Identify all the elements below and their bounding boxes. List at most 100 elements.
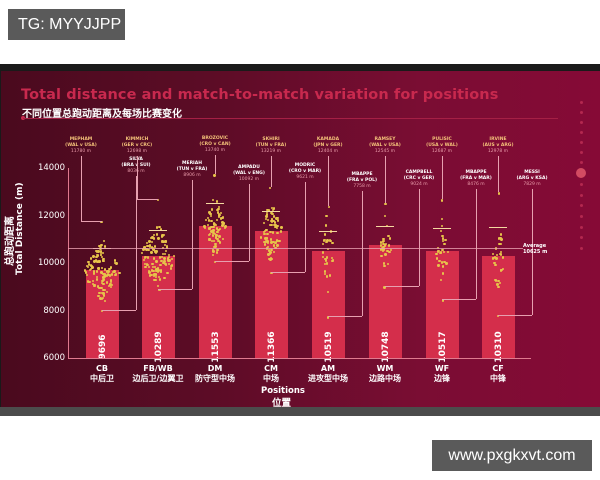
data-point bbox=[158, 256, 162, 259]
decorative-dot-icon bbox=[580, 111, 583, 114]
player-name: KAMADA bbox=[316, 137, 340, 142]
data-point bbox=[158, 278, 162, 281]
data-point bbox=[160, 255, 164, 259]
data-point bbox=[382, 242, 385, 246]
data-point bbox=[148, 245, 152, 249]
data-point bbox=[154, 252, 157, 255]
x-category-label: AM 进攻型中场 bbox=[288, 364, 368, 384]
data-point bbox=[146, 263, 149, 267]
data-point bbox=[99, 250, 102, 253]
data-point bbox=[86, 265, 90, 269]
data-point bbox=[108, 267, 111, 271]
data-point bbox=[210, 225, 213, 229]
player-match: (GER v CRC) bbox=[121, 143, 153, 148]
max-player-annotation: MEPHAM (WAL v USA) 11780 m bbox=[51, 137, 111, 155]
data-point bbox=[145, 248, 148, 251]
max-leader-line bbox=[137, 198, 158, 200]
data-point bbox=[146, 244, 149, 247]
data-point bbox=[217, 212, 220, 216]
data-point bbox=[387, 244, 391, 247]
data-point bbox=[160, 259, 163, 262]
data-point bbox=[88, 280, 91, 284]
category-code: CF bbox=[492, 364, 504, 373]
data-point bbox=[325, 214, 328, 218]
data-point bbox=[105, 290, 109, 294]
data-point bbox=[115, 262, 118, 265]
data-point bbox=[327, 205, 331, 209]
data-point bbox=[163, 257, 166, 260]
data-point bbox=[158, 225, 161, 228]
data-point bbox=[499, 253, 503, 256]
data-point bbox=[324, 259, 328, 262]
data-point bbox=[323, 233, 327, 236]
data-point bbox=[500, 268, 503, 272]
data-point bbox=[267, 241, 270, 244]
data-point bbox=[170, 264, 174, 267]
data-point bbox=[102, 282, 105, 286]
data-point bbox=[147, 256, 150, 259]
data-point bbox=[262, 230, 266, 234]
category-cn: 防守型中场 bbox=[195, 374, 235, 383]
data-point bbox=[439, 229, 443, 233]
data-point bbox=[387, 234, 390, 237]
data-point bbox=[440, 199, 444, 202]
data-point bbox=[95, 256, 98, 259]
player-name: PULISIC bbox=[432, 137, 452, 142]
player-distance: 11780 m bbox=[70, 149, 92, 154]
data-point bbox=[100, 287, 103, 290]
data-point bbox=[153, 250, 156, 253]
category-cn: 中场 bbox=[263, 374, 279, 383]
bar-wm: 10748 bbox=[369, 245, 402, 363]
min-leader-line bbox=[102, 309, 136, 311]
y-axis-line bbox=[68, 168, 69, 359]
data-point bbox=[160, 240, 164, 243]
data-point bbox=[208, 238, 212, 242]
data-point bbox=[163, 243, 167, 246]
data-point bbox=[166, 246, 169, 249]
decorative-dot-icon bbox=[580, 161, 583, 164]
data-point bbox=[154, 278, 157, 282]
data-point bbox=[85, 273, 89, 277]
decorative-dot-icon bbox=[580, 121, 583, 124]
chart-panel: Total distance and match-to-match variat… bbox=[1, 71, 600, 407]
category-code: CM bbox=[264, 364, 278, 373]
data-point bbox=[437, 264, 440, 267]
data-point bbox=[159, 271, 162, 274]
data-point bbox=[206, 216, 210, 220]
data-point bbox=[324, 257, 327, 261]
data-point bbox=[93, 260, 96, 263]
data-point bbox=[380, 254, 383, 257]
data-point bbox=[216, 248, 219, 252]
decorative-dot-icon bbox=[580, 151, 583, 154]
data-point bbox=[88, 263, 91, 266]
player-distance: 8476 m bbox=[467, 182, 485, 187]
data-point bbox=[209, 227, 212, 230]
data-point bbox=[164, 249, 168, 253]
data-point bbox=[440, 224, 443, 228]
player-match: (JPN v GER) bbox=[313, 143, 343, 148]
data-point bbox=[155, 269, 158, 272]
decorative-dot-icon bbox=[580, 204, 583, 207]
data-point bbox=[219, 228, 222, 231]
decorative-dot-icon bbox=[580, 226, 583, 229]
data-point bbox=[325, 240, 328, 244]
min-player-annotation: MBAPPE (FRA v POL) 7758 m bbox=[332, 172, 392, 190]
data-point bbox=[383, 262, 386, 265]
data-point bbox=[269, 258, 272, 261]
data-point bbox=[266, 240, 269, 243]
data-point bbox=[441, 234, 444, 238]
data-point bbox=[96, 254, 99, 257]
data-point bbox=[441, 265, 445, 268]
data-point bbox=[113, 259, 116, 262]
data-point bbox=[212, 229, 215, 232]
data-point bbox=[326, 316, 330, 319]
data-point bbox=[85, 264, 89, 268]
data-point bbox=[499, 236, 502, 240]
data-point bbox=[267, 249, 271, 252]
min-leader-line bbox=[271, 272, 305, 273]
data-point bbox=[213, 174, 216, 177]
data-point bbox=[148, 244, 152, 247]
data-point bbox=[100, 243, 103, 247]
data-point bbox=[163, 260, 166, 263]
data-point bbox=[150, 240, 154, 244]
